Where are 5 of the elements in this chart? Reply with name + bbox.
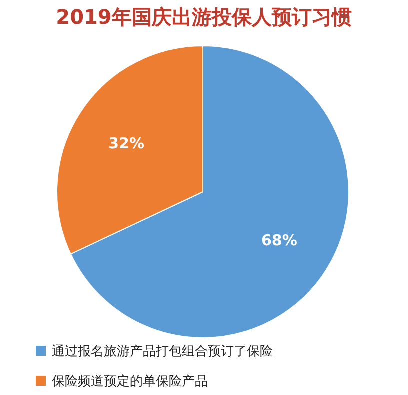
data-label: 32% — [108, 134, 145, 152]
legend-label: 通过报名旅游产品打包组合预订了保险 — [52, 344, 273, 360]
legend-label: 保险频道预定的单保险产品 — [52, 374, 208, 390]
data-label: 68% — [261, 232, 298, 250]
chart-title: 2019年国庆出游投保人预订习惯 — [56, 5, 352, 29]
